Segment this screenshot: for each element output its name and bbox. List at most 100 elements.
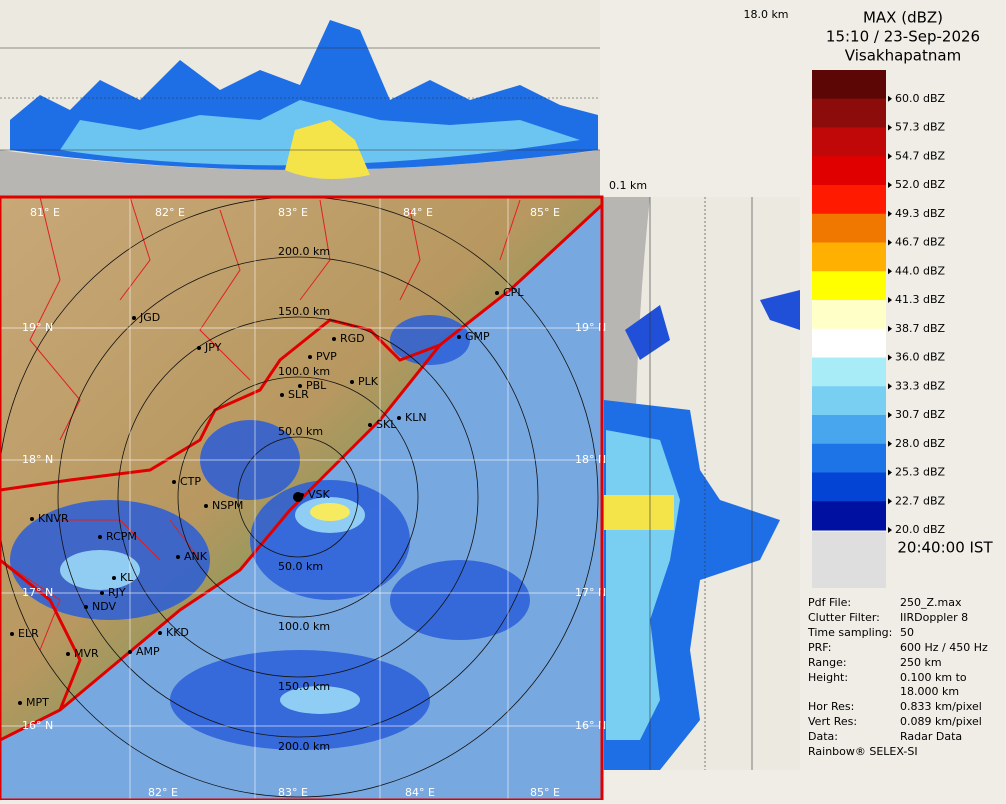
- echo-cores: [60, 497, 365, 714]
- legend-label: 57.3 dBZ: [895, 121, 946, 134]
- legend-swatch: [812, 472, 886, 502]
- legend-swatch: [812, 443, 886, 473]
- top-height: 18.0 km: [743, 8, 788, 21]
- district-borders: [0, 196, 521, 651]
- range-label: 150.0 km: [278, 305, 330, 318]
- info-label: PRF:: [808, 641, 831, 654]
- city-label: ANK: [184, 550, 208, 563]
- info-value: 0.089 km/pixel: [900, 715, 982, 728]
- legend-tick: [888, 95, 892, 102]
- legend-tick: [888, 527, 892, 533]
- legend-label: 20.0 dBZ: [895, 523, 946, 536]
- latitude-label: 16° N: [575, 719, 606, 732]
- legend-swatch: [812, 127, 886, 157]
- latitude-label: 17° N: [575, 586, 606, 599]
- city-dot: [350, 380, 354, 384]
- city-dot: [280, 393, 284, 397]
- top-echo-peak: [285, 120, 370, 179]
- city-label: RCPM: [106, 530, 137, 543]
- city-dot: [10, 632, 14, 636]
- city-label: MPT: [26, 696, 49, 709]
- legend-label: 25.3 dBZ: [895, 466, 946, 479]
- city-label: KLN: [405, 411, 427, 424]
- legend-label: 36.0 dBZ: [895, 351, 946, 364]
- latitude-label: 16° N: [22, 719, 53, 732]
- city-label: SKL: [376, 418, 397, 431]
- legend-label: 52.0 dBZ: [895, 178, 946, 191]
- legend-swatch: [812, 415, 886, 445]
- city-dot: [397, 416, 401, 420]
- range-label: 50.0 km: [278, 560, 323, 573]
- range-label: 50.0 km: [278, 425, 323, 438]
- legend-nodata: [812, 532, 886, 588]
- legend-swatch: [812, 357, 886, 387]
- side-height: 0.1 km: [609, 179, 647, 192]
- city-label: RJY: [108, 586, 126, 599]
- legend: 60.0 dBZ 57.3 dBZ 54.7 dBZ 52.0 dBZ 49.3 dBZ…: [812, 70, 946, 536]
- city-dot: [300, 493, 304, 497]
- city-dot: [308, 355, 312, 359]
- legend-swatch: [812, 501, 886, 531]
- time: 15:10 / 23-Sep-2026: [826, 28, 980, 46]
- legend-label: 22.7 dBZ: [895, 494, 946, 507]
- legend-tick: [888, 268, 892, 275]
- legend-label: 46.7 dBZ: [895, 236, 946, 249]
- city-dot: [368, 423, 372, 427]
- legend-label: 38.7 dBZ: [895, 322, 946, 335]
- city-label: KNVR: [38, 512, 69, 525]
- city-label: JGD: [139, 311, 160, 324]
- range-label: 100.0 km: [278, 365, 330, 378]
- side-echo-cells: [625, 290, 800, 360]
- echo-peak: [310, 503, 350, 521]
- legend-tick: [888, 182, 892, 188]
- side-echo-peak: [604, 495, 674, 530]
- longitude-label: 81° E: [30, 206, 60, 219]
- map: 81° E 82° E 83° E 84° E 85° E 82° E 83° E 84° E…: [0, 195, 606, 800]
- longitude-label: 84° E: [405, 786, 435, 799]
- latitude-label: 18° N: [575, 453, 606, 466]
- city-dot: [30, 517, 34, 521]
- city-label: NDV: [92, 600, 117, 613]
- legend-tick: [888, 153, 892, 160]
- city-dot: [176, 555, 180, 559]
- legend-label: 28.0 dBZ: [895, 437, 946, 450]
- legend-swatch: [812, 185, 886, 215]
- legend-tick: [888, 210, 892, 217]
- city-label: RGD: [340, 332, 365, 345]
- side-grid: [649, 197, 753, 770]
- info-label: Time sampling:: [807, 626, 892, 639]
- city-label: PBL: [306, 379, 327, 392]
- legend-swatch: [812, 328, 886, 358]
- legend-swatch: [812, 242, 886, 272]
- city-label: NSPM: [212, 499, 243, 512]
- legend-swatch: [812, 386, 886, 416]
- info-label: Range:: [808, 656, 847, 669]
- info-value: 600 Hz / 450 Hz: [900, 641, 988, 654]
- longitude-label: 84° E: [403, 206, 433, 219]
- legend-tick: [888, 440, 892, 447]
- info: Pdf File: 250_Z.max Clutter Filter: IIRDopp…: [807, 596, 988, 743]
- info-value: 18.000 km: [900, 685, 959, 698]
- latitude-label: 17° N: [22, 586, 53, 599]
- info-label: Vert Res:: [808, 715, 857, 728]
- graticule: [0, 197, 602, 800]
- city-dot: [298, 384, 302, 388]
- latitude-label: 19° N: [575, 321, 606, 334]
- city-dot: [204, 504, 208, 508]
- info-label: Clutter Filter:: [808, 611, 880, 624]
- legend-time: 20:40:00 IST: [897, 539, 993, 557]
- city-label: PVP: [316, 350, 337, 363]
- longitude-label: 85° E: [530, 206, 560, 219]
- range-label: 200.0 km: [278, 740, 330, 753]
- legend-swatch: [812, 300, 886, 330]
- city-label: KKD: [166, 626, 189, 639]
- latitude-label: 18° N: [22, 453, 53, 466]
- city-dot: [84, 605, 88, 609]
- legend-label: 54.7 dBZ: [895, 149, 946, 162]
- footer: Rainbow® SELEX-SI: [808, 745, 918, 758]
- info-value: 250_Z.max: [900, 596, 962, 609]
- legend-tick: [888, 239, 892, 246]
- info-value: IIRDoppler 8: [900, 611, 968, 624]
- info-value: 0.100 km to: [900, 671, 967, 684]
